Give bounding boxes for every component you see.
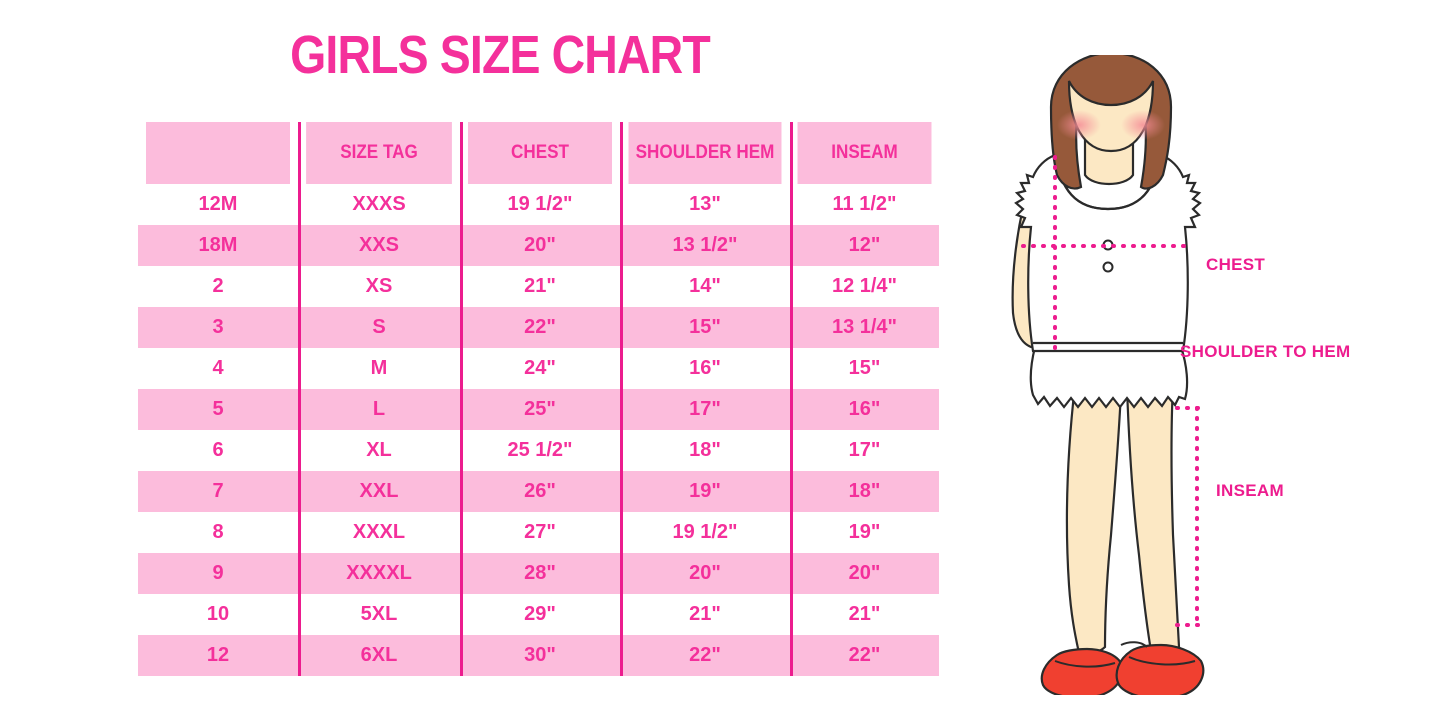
cell-inseam: 22" — [790, 635, 939, 676]
page-title: GIRLS SIZE CHART — [290, 25, 711, 85]
cell-size: 12 — [138, 635, 298, 676]
cell-size-tag: 6XL — [298, 635, 460, 676]
cell-shoulder-hem: 15" — [620, 307, 790, 348]
cell-chest: 29" — [460, 594, 620, 635]
cell-size-tag: 5XL — [298, 594, 460, 635]
cell-chest: 25" — [460, 389, 620, 430]
cell-chest: 26" — [460, 471, 620, 512]
column-divider-3 — [620, 122, 623, 676]
table-row: 3 S 22" 15" 13 1/4" — [138, 307, 939, 348]
cell-size-tag: XXXL — [298, 512, 460, 553]
cell-chest: 20" — [460, 225, 620, 266]
table-row: 5 L 25" 17" 16" — [138, 389, 939, 430]
ruffled-bloomers — [1029, 345, 1189, 409]
legs — [1065, 383, 1181, 655]
cell-shoulder-hem: 21" — [620, 594, 790, 635]
column-header-shoulder-hem: SHOULDER HEM — [628, 122, 782, 184]
cell-inseam: 11 1/2" — [790, 184, 939, 225]
table-row: 12M XXXS 19 1/2" 13" 11 1/2" — [138, 184, 939, 225]
cell-chest: 25 1/2" — [460, 430, 620, 471]
girl-figure-illustration — [995, 55, 1445, 695]
column-divider-2 — [460, 122, 463, 676]
cell-size: 18M — [138, 225, 298, 266]
table-row: 6 XL 25 1/2" 18" 17" — [138, 430, 939, 471]
column-divider-1 — [298, 122, 301, 676]
cell-chest: 19 1/2" — [460, 184, 620, 225]
cell-inseam: 16" — [790, 389, 939, 430]
cell-size: 8 — [138, 512, 298, 553]
cell-shoulder-hem: 20" — [620, 553, 790, 594]
column-header-inseam: INSEAM — [797, 122, 932, 184]
head — [1049, 55, 1173, 190]
column-divider-4 — [790, 122, 793, 676]
cell-size: 6 — [138, 430, 298, 471]
table-row: 8 XXXL 27" 19 1/2" 19" — [138, 512, 939, 553]
table-row: 4 M 24" 16" 15" — [138, 348, 939, 389]
table-header-row: SIZE TAG CHEST SHOULDER HEM INSEAM — [138, 122, 939, 184]
cell-size-tag: XXL — [298, 471, 460, 512]
cell-size: 4 — [138, 348, 298, 389]
table-row: 9 XXXXL 28" 20" 20" — [138, 553, 939, 594]
inseam-bracket — [1175, 406, 1207, 627]
cell-inseam: 15" — [790, 348, 939, 389]
cell-shoulder-hem: 19" — [620, 471, 790, 512]
label-inseam: INSEAM — [1216, 481, 1284, 500]
size-chart-table: SIZE TAG CHEST SHOULDER HEM INSEAM 12M XX… — [138, 122, 939, 676]
cell-shoulder-hem: 13" — [620, 184, 790, 225]
cell-size: 7 — [138, 471, 298, 512]
cell-size-tag: XL — [298, 430, 460, 471]
label-shoulder-to-hem: SHOULDER TO HEM — [1180, 342, 1351, 361]
measurements-table: SIZE TAG CHEST SHOULDER HEM INSEAM 12M XX… — [138, 122, 939, 676]
cell-shoulder-hem: 18" — [620, 430, 790, 471]
cell-size: 9 — [138, 553, 298, 594]
cell-chest: 21" — [460, 266, 620, 307]
cell-chest: 27" — [460, 512, 620, 553]
shoes — [1040, 641, 1205, 695]
cell-inseam: 20" — [790, 553, 939, 594]
cell-inseam: 12" — [790, 225, 939, 266]
cell-shoulder-hem: 19 1/2" — [620, 512, 790, 553]
table-row: 7 XXL 26" 19" 18" — [138, 471, 939, 512]
cell-shoulder-hem: 17" — [620, 389, 790, 430]
cell-inseam: 19" — [790, 512, 939, 553]
column-header-size-tag: SIZE TAG — [306, 122, 452, 184]
cell-size: 5 — [138, 389, 298, 430]
table-row: 10 5XL 29" 21" 21" — [138, 594, 939, 635]
cell-size: 12M — [138, 184, 298, 225]
cell-size-tag: M — [298, 348, 460, 389]
cell-chest: 22" — [460, 307, 620, 348]
cell-chest: 28" — [460, 553, 620, 594]
cell-inseam: 12 1/4" — [790, 266, 939, 307]
cell-shoulder-hem: 13 1/2" — [620, 225, 790, 266]
column-header-chest: CHEST — [468, 122, 612, 184]
cell-size: 10 — [138, 594, 298, 635]
cell-size: 2 — [138, 266, 298, 307]
cell-inseam: 21" — [790, 594, 939, 635]
cell-chest: 30" — [460, 635, 620, 676]
cell-size-tag: XXXXL — [298, 553, 460, 594]
cell-chest: 24" — [460, 348, 620, 389]
cell-size: 3 — [138, 307, 298, 348]
cell-inseam: 13 1/4" — [790, 307, 939, 348]
table-row: 12 6XL 30" 22" 22" — [138, 635, 939, 676]
cell-shoulder-hem: 14" — [620, 266, 790, 307]
table-row: 2 XS 21" 14" 12 1/4" — [138, 266, 939, 307]
cell-shoulder-hem: 22" — [620, 635, 790, 676]
measurement-guides — [1021, 155, 1193, 353]
cell-size-tag: XXS — [298, 225, 460, 266]
cell-inseam: 17" — [790, 430, 939, 471]
cell-shoulder-hem: 16" — [620, 348, 790, 389]
cell-size-tag: S — [298, 307, 460, 348]
column-header-size — [146, 122, 290, 184]
cell-inseam: 18" — [790, 471, 939, 512]
cell-size-tag: XXXS — [298, 184, 460, 225]
cell-size-tag: L — [298, 389, 460, 430]
table-row: 18M XXS 20" 13 1/2" 12" — [138, 225, 939, 266]
cell-size-tag: XS — [298, 266, 460, 307]
label-chest: CHEST — [1206, 255, 1266, 274]
